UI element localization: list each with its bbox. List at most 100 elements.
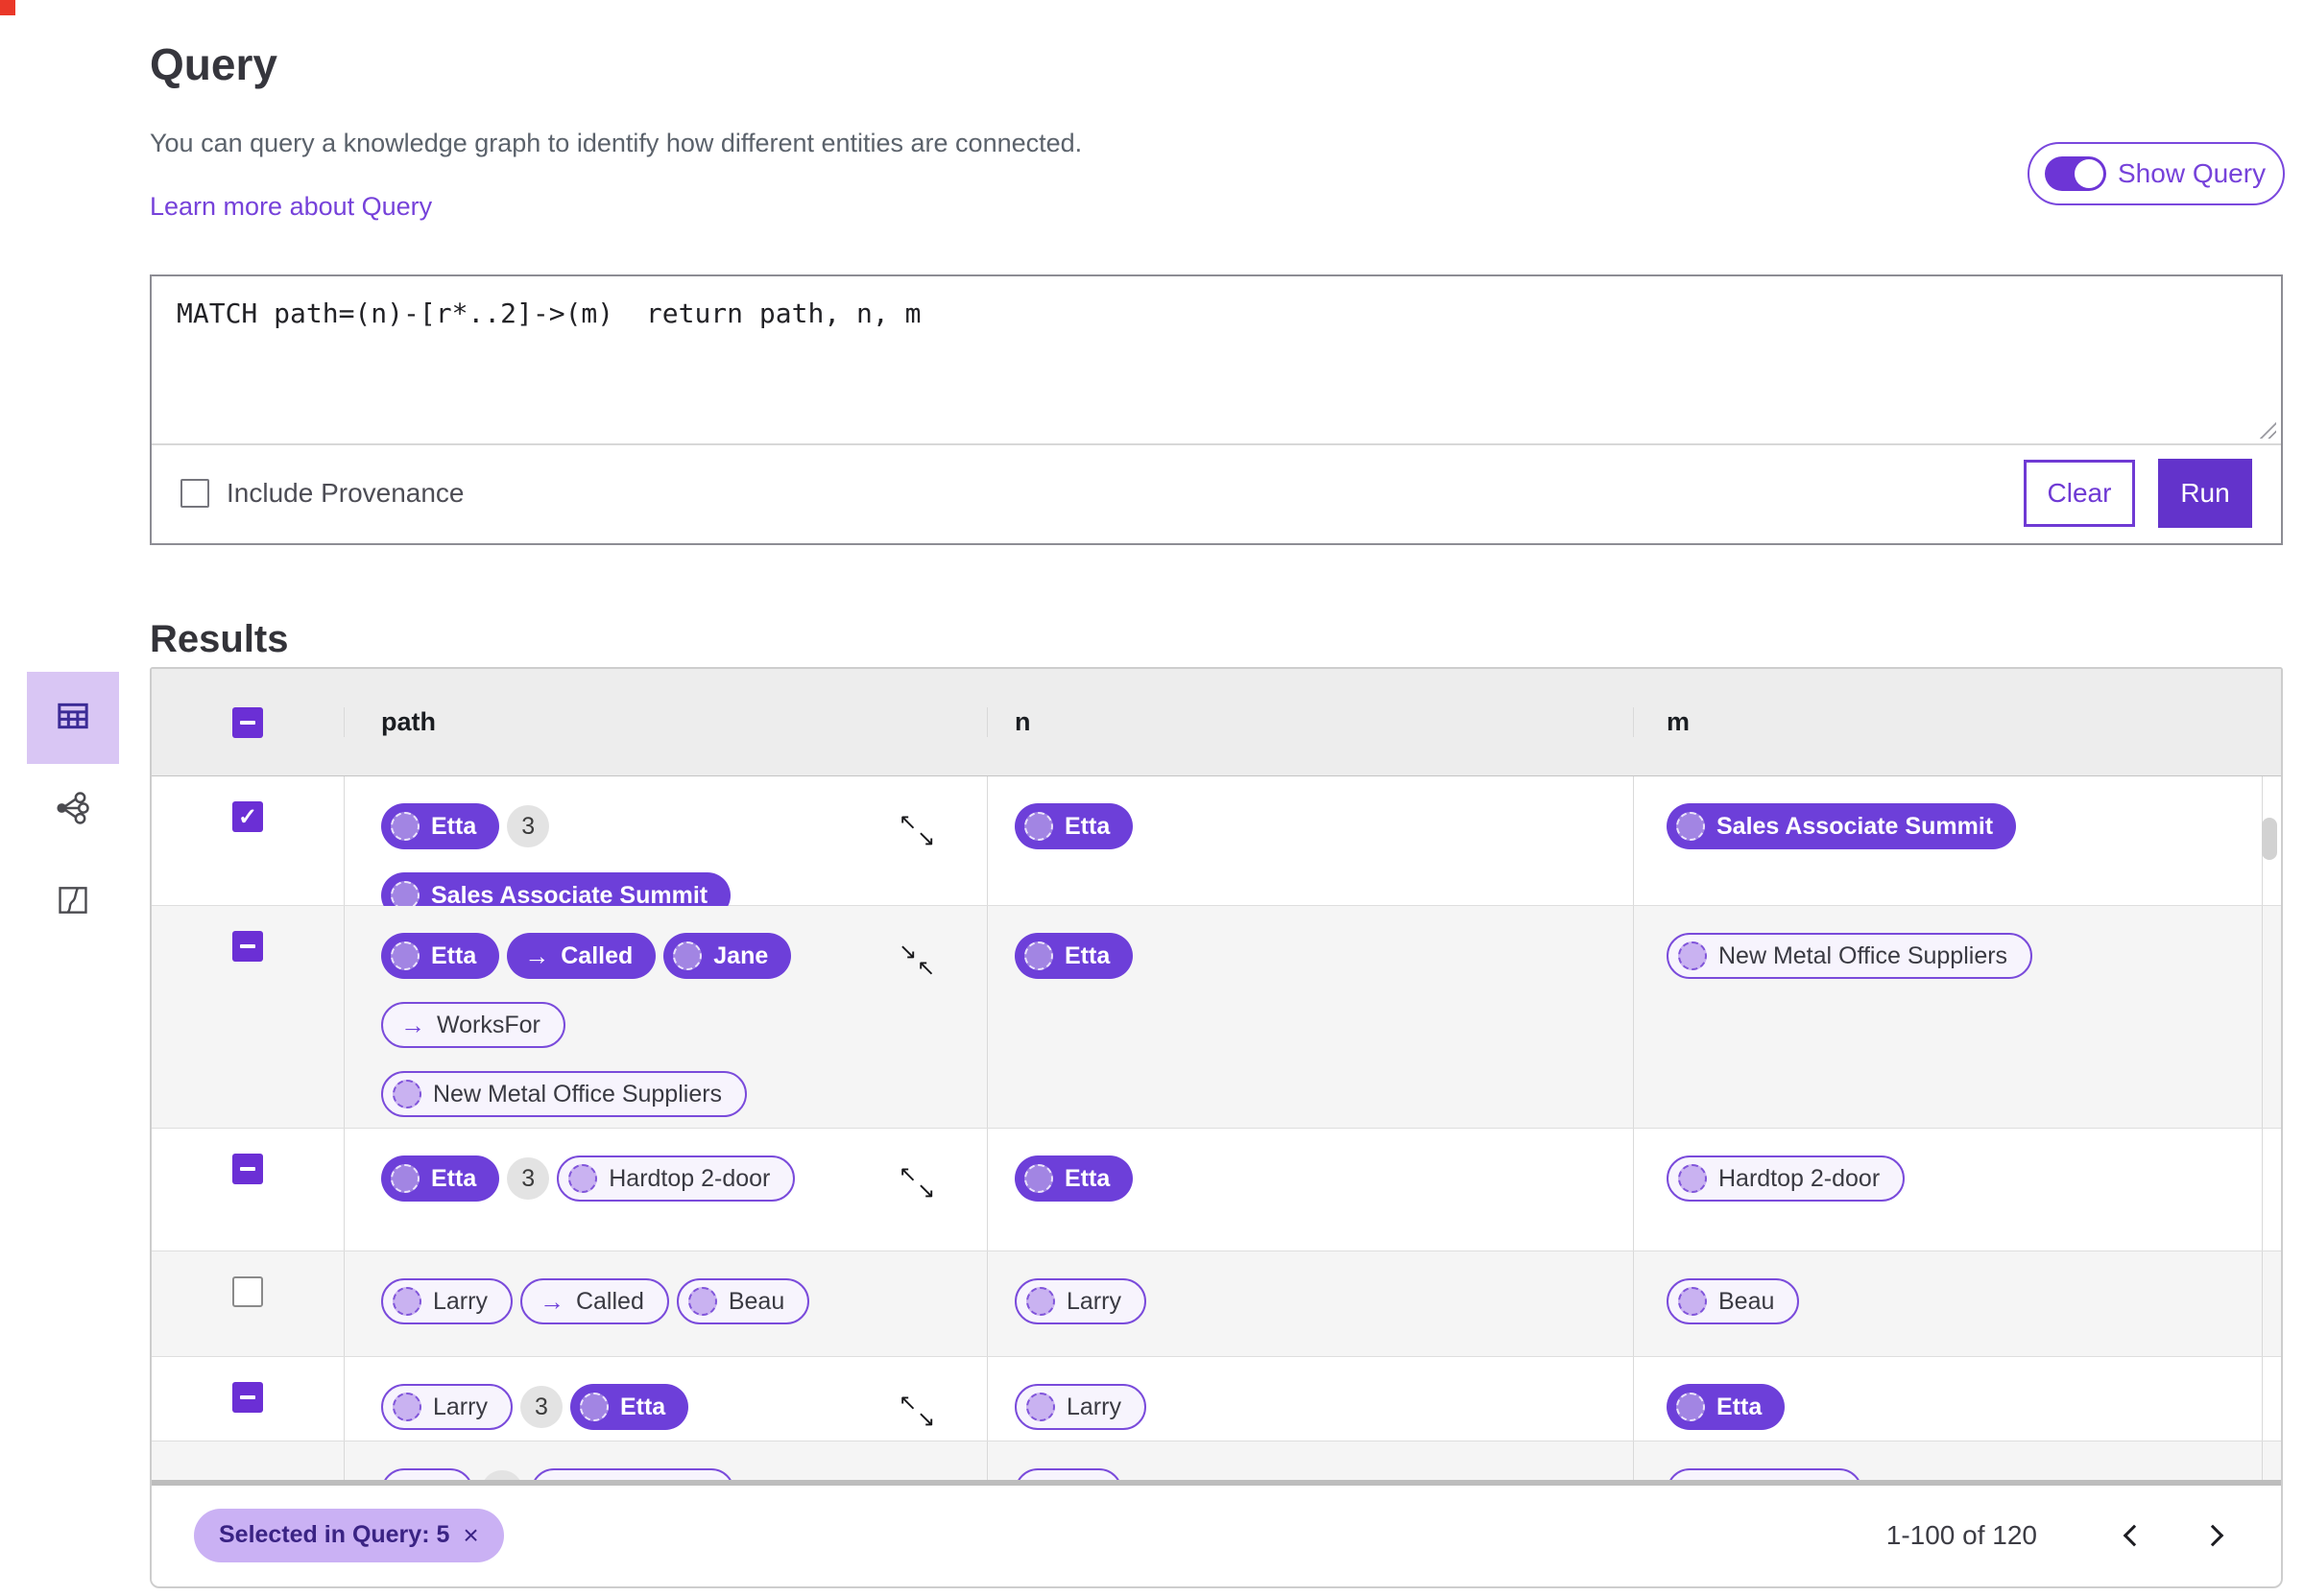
collapse-icon[interactable]: ↘ ↖ [899, 939, 936, 980]
count-badge[interactable]: 3 [507, 1157, 550, 1200]
row-checkbox[interactable] [232, 1382, 263, 1413]
table-row: Larry → Called Beau Larry Beau [152, 1251, 2281, 1357]
column-header-m: m [1667, 707, 1691, 736]
table-footer: Selected in Query: 5 × 1-100 of 120 [152, 1486, 2281, 1584]
entity-pill[interactable]: Etta [569, 1384, 689, 1430]
column-header-path: path [381, 707, 436, 736]
vertical-scrollbar-thumb[interactable] [2262, 818, 2277, 860]
page-title: Query [150, 39, 277, 89]
entity-pill[interactable] [531, 1468, 734, 1480]
pill-label: Jane [713, 941, 769, 969]
entity-pill[interactable]: Larry [1015, 1384, 1146, 1430]
pill-label: New Metal Office Suppliers [1718, 941, 2008, 969]
node-circle-icon [568, 1164, 598, 1193]
entity-pill[interactable]: Beau [1667, 1278, 1800, 1324]
run-button[interactable]: Run [2158, 459, 2252, 528]
pill-label: Sales Associate Summit [1716, 812, 1994, 840]
expand-icon[interactable]: ↖ ↘ [899, 1161, 936, 1203]
relationship-pill[interactable]: → Called [507, 933, 657, 979]
pill-label: Hardtop 2-door [1718, 1164, 1881, 1192]
show-query-toggle[interactable]: Show Query [2028, 142, 2285, 205]
pill-label: Etta [431, 941, 477, 969]
row-checkbox[interactable] [232, 931, 263, 962]
entity-pill[interactable] [1015, 1468, 1122, 1480]
pill-label: New Metal Office Suppliers [433, 1080, 723, 1108]
row-checkbox[interactable] [232, 1154, 263, 1184]
include-provenance-checkbox[interactable] [180, 479, 209, 508]
table-row: ✓ Etta 3 Sales Associate Summit ↖ ↘ Etta Sales … [152, 776, 2281, 918]
next-page-button[interactable] [2191, 1513, 2235, 1558]
select-all-checkbox[interactable] [232, 706, 263, 738]
entity-pill[interactable]: Etta [1015, 933, 1134, 979]
entity-pill[interactable]: Hardtop 2-door [1667, 1155, 1906, 1202]
entity-pill[interactable]: Jane [663, 933, 792, 979]
entity-pill[interactable]: Etta [1667, 1384, 1786, 1430]
entity-pill[interactable]: New Metal Office Suppliers [1667, 933, 2033, 979]
pill-label: Hardtop 2-door [609, 1164, 771, 1192]
node-circle-icon [1678, 1164, 1707, 1193]
view-tile-table[interactable] [27, 672, 119, 764]
node-circle-icon [393, 1393, 421, 1421]
chip-label: Selected in Query: 5 [219, 1521, 450, 1548]
arrow-right-icon: → [400, 1011, 425, 1039]
pagination: 1-100 of 120 [1886, 1513, 2235, 1558]
recording-indicator [0, 0, 15, 15]
pill-label: Called [575, 1287, 644, 1315]
pill-label: Etta [619, 1393, 666, 1420]
count-badge[interactable]: 3 [507, 805, 550, 847]
node-circle-icon [1678, 1287, 1707, 1316]
entity-pill[interactable] [381, 1468, 473, 1480]
pill-label: Etta [1065, 812, 1111, 840]
view-tile-map[interactable] [27, 856, 119, 948]
entity-pill[interactable]: Etta [381, 933, 500, 979]
entity-pill[interactable]: Etta [1015, 1155, 1134, 1202]
entity-pill[interactable] [1667, 1468, 1862, 1480]
relationship-pill[interactable]: → Called [519, 1278, 669, 1324]
node-circle-icon [1026, 1287, 1055, 1316]
pill-label: Called [561, 941, 634, 969]
query-panel: MATCH path=(n)-[r*..2]->(m) return path,… [150, 274, 2283, 545]
expand-icon[interactable]: ↖ ↘ [899, 1390, 936, 1431]
entity-pill[interactable]: Sales Associate Summit [1667, 803, 2017, 849]
entity-pill[interactable]: Etta [1015, 803, 1134, 849]
entity-pill[interactable]: Larry [381, 1384, 513, 1430]
view-tile-graph[interactable] [27, 764, 119, 856]
expand-icon[interactable]: ↖ ↘ [899, 809, 936, 850]
entity-pill[interactable]: Etta [381, 1155, 500, 1202]
show-query-switch[interactable] [2045, 156, 2106, 191]
node-circle-icon [673, 941, 703, 970]
entity-pill[interactable]: Hardtop 2-door [557, 1155, 796, 1202]
relationship-pill[interactable]: → WorksFor [381, 1002, 565, 1048]
clear-button[interactable]: Clear [2024, 460, 2135, 527]
selected-in-query-chip[interactable]: Selected in Query: 5 × [194, 1508, 504, 1562]
arrow-right-icon: → [539, 1287, 564, 1316]
entity-pill[interactable]: Larry [1015, 1278, 1146, 1324]
horizontal-scrollbar[interactable] [152, 1480, 2281, 1486]
learn-more-link[interactable]: Learn more about Query [150, 192, 433, 221]
results-title: Results [150, 618, 289, 660]
graph-icon [54, 789, 92, 832]
entity-pill[interactable]: Etta [381, 803, 500, 849]
table-row: Larry 3 Etta ↖ ↘ Larry Etta [152, 1357, 2281, 1441]
table-icon [54, 697, 92, 740]
entity-pill[interactable]: Larry [381, 1278, 513, 1324]
node-circle-icon [1676, 1393, 1705, 1421]
arrow-right-icon: → [524, 941, 550, 970]
pill-label: Beau [728, 1287, 785, 1315]
chip-close-icon[interactable]: × [463, 1519, 479, 1550]
row-checkbox[interactable] [232, 1276, 263, 1307]
row-checkbox[interactable]: ✓ [232, 801, 263, 832]
pill-label: Etta [1065, 941, 1111, 969]
count-badge[interactable]: 3 [519, 1386, 563, 1428]
pill-label: Etta [1716, 1393, 1763, 1420]
node-circle-icon [393, 1080, 421, 1108]
prev-page-button[interactable] [2112, 1513, 2156, 1558]
table-row: Etta → Called Jane → WorksFor New Metal Office… [152, 906, 2281, 1129]
entity-pill[interactable]: Sales Associate Summit [381, 872, 732, 918]
count-badge[interactable] [481, 1470, 523, 1480]
pagination-range: 1-100 of 120 [1885, 1519, 2037, 1550]
entity-pill[interactable]: New Metal Office Suppliers [381, 1071, 748, 1117]
entity-pill[interactable]: Beau [676, 1278, 810, 1324]
query-input[interactable]: MATCH path=(n)-[r*..2]->(m) return path,… [152, 276, 2281, 443]
table-row-partial [152, 1441, 2281, 1480]
